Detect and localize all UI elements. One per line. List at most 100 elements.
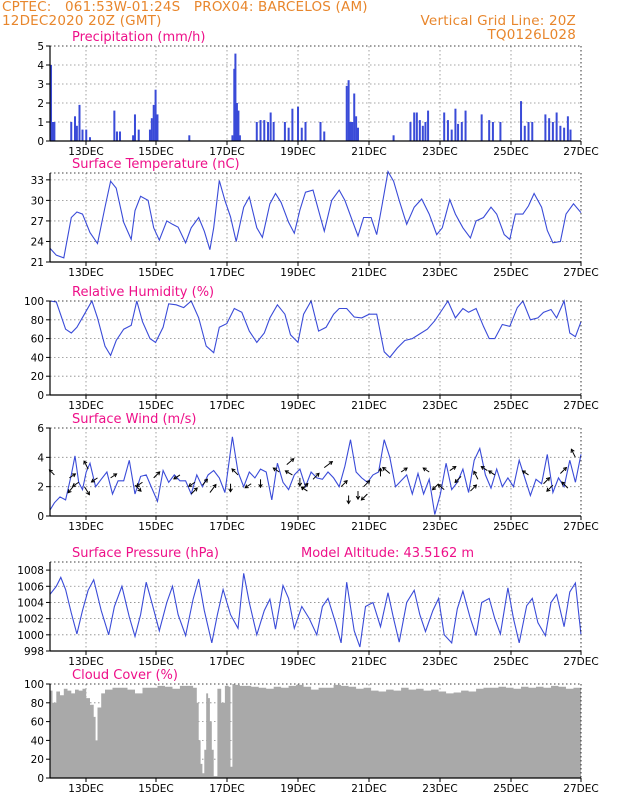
panel-title: Surface Wind (m/s) (72, 412, 196, 427)
x-tick-label: 19DEC (280, 146, 315, 158)
precip-bar (154, 89, 157, 141)
wind-vector (83, 486, 90, 495)
precip-bar (488, 120, 491, 141)
wind-vector-head (67, 489, 72, 494)
wind-vector (522, 470, 529, 476)
precip-bar (520, 101, 523, 141)
wind-vector-head (521, 470, 527, 475)
precip-bar (499, 122, 502, 141)
precip-bar (424, 122, 427, 141)
x-tick-label: 13DEC (68, 783, 103, 795)
wind-vector (188, 481, 196, 487)
precip-bar (148, 129, 151, 141)
y-tick-label: 2 (37, 482, 44, 494)
wind-vector-head (437, 483, 442, 489)
x-tick-label: 19DEC (280, 267, 315, 279)
precip-bar (70, 122, 73, 141)
wind-vector-head (212, 483, 217, 489)
precip-bar (559, 125, 562, 141)
x-tick-label: 15DEC (138, 783, 173, 795)
precip-bar (345, 85, 348, 141)
x-tick-label: 25DEC (493, 656, 528, 668)
precip-bar (291, 108, 294, 141)
wind-vector-head (71, 473, 77, 478)
y-tick-label: 4 (37, 452, 44, 464)
x-tick-label: 21DEC (351, 656, 386, 668)
x-tick-label: 21DEC (351, 267, 386, 279)
wind-vector-head (90, 478, 96, 483)
precip-bar (427, 110, 430, 141)
wind-vector (69, 473, 76, 479)
wind-vector-head (378, 467, 383, 472)
header-line3-right: TQ0126L028 (487, 27, 576, 43)
wind-vector (340, 480, 348, 488)
x-tick-label: 15DEC (138, 400, 173, 412)
precip-bar (443, 112, 446, 141)
wind-vector-head (570, 448, 575, 453)
x-tick-label: 25DEC (493, 783, 528, 795)
header-line2-right: Vertical Grid Line: 20Z (420, 13, 576, 29)
x-tick-label: 13DEC (68, 146, 103, 158)
header-line1-left: CPTEC: 061:53W-01:24S PROX04: BARCELOS (… (2, 0, 368, 15)
x-tick-label: 13DEC (68, 656, 103, 668)
x-tick-label: 25DEC (493, 521, 528, 533)
x-tick-label: 17DEC (209, 146, 244, 158)
y-tick-label: 100 (24, 679, 44, 691)
y-tick-label: 0 (37, 511, 44, 523)
wind-vector-head (360, 496, 365, 501)
wind-vector-head (290, 458, 295, 463)
precip-bar (548, 118, 551, 141)
wind-vector-head (355, 495, 361, 501)
x-tick-label: 23DEC (422, 400, 457, 412)
x-tick-label: 15DEC (138, 146, 173, 158)
series-line (49, 299, 582, 359)
precip-bar (409, 122, 412, 141)
x-tick-label: 19DEC (280, 521, 315, 533)
wind-vector (400, 467, 408, 473)
precip-bar (269, 112, 272, 141)
wind-vector-head (366, 480, 371, 485)
y-tick-label: 4 (37, 60, 44, 72)
precip-bar (569, 129, 572, 141)
precip-bar (297, 106, 300, 141)
wind-vector-head (228, 488, 233, 493)
precip-bar (551, 122, 554, 141)
y-tick-label: 100 (24, 296, 44, 308)
precip-bar (113, 110, 116, 141)
y-tick-label: 1002 (17, 614, 44, 626)
x-tick-label: 17DEC (209, 400, 244, 412)
precip-bar (263, 120, 266, 141)
wind-vector (382, 467, 391, 474)
y-tick-label: 80 (31, 698, 44, 710)
precip-bar (231, 135, 234, 141)
wind-vector-head (284, 470, 289, 475)
panel-title: Surface Pressure (hPa) (72, 546, 219, 561)
precip-bar (53, 122, 56, 141)
x-tick-label: 23DEC (422, 656, 457, 668)
precip-bar (460, 122, 463, 141)
wind-vector (134, 484, 142, 492)
precip-bar (75, 125, 78, 141)
wind-vector (202, 478, 208, 486)
wind-vector (301, 486, 308, 492)
wind-vector (83, 460, 89, 470)
precip-bar (133, 114, 136, 141)
x-tick-label: 17DEC (209, 783, 244, 795)
precip-bar (421, 125, 424, 141)
wind-vector-head (137, 487, 142, 492)
wind-vector-head (231, 468, 236, 473)
wind-vector-head (304, 482, 309, 488)
wind-vector-head (431, 486, 437, 491)
precip-bar (233, 68, 236, 141)
wind-vector (244, 483, 252, 489)
precip-bar (259, 120, 262, 141)
precip-bar (267, 122, 270, 141)
wind-vector-head (258, 484, 263, 489)
precip-bar (235, 103, 238, 141)
y-tick-label: 1 (37, 117, 44, 129)
wind-vector (361, 493, 368, 501)
y-tick-label: 40 (31, 352, 44, 364)
precip-bar (255, 122, 258, 141)
precip-bar (115, 131, 118, 141)
